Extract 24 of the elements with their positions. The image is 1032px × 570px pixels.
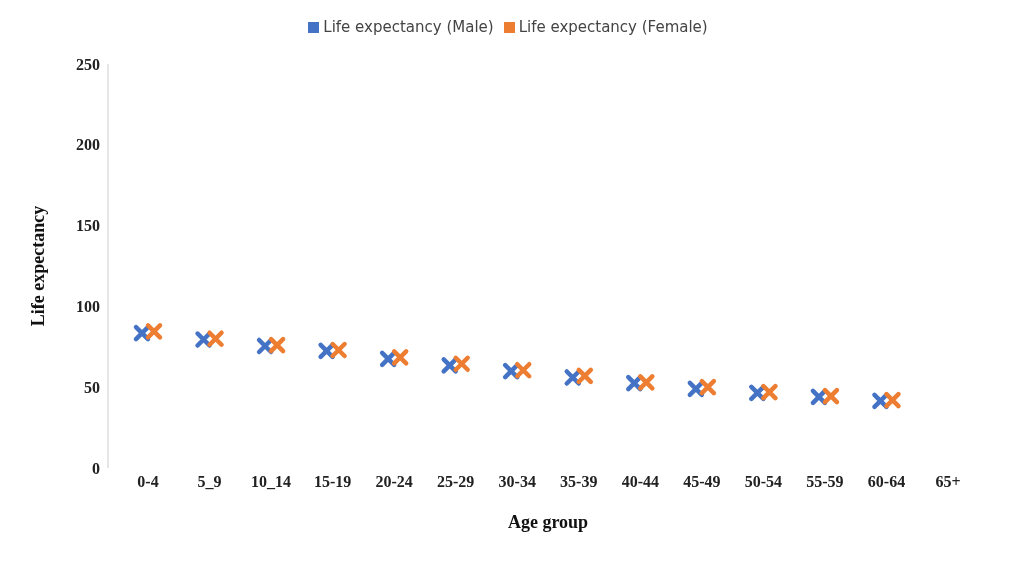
x-tick-label: 10_14 <box>251 473 292 491</box>
y-tick-label: 150 <box>76 217 100 235</box>
x-tick-label: 35-39 <box>560 473 598 491</box>
y-tick-label: 0 <box>92 459 100 477</box>
y-tick-label: 50 <box>84 378 100 396</box>
x-tick-label: 45-49 <box>683 473 721 491</box>
x-tick-label: 40-44 <box>621 473 659 491</box>
y-axis-title: Life expectancy <box>28 205 49 327</box>
x-tick-label: 60-64 <box>867 473 906 491</box>
y-tick-label: 250 <box>76 55 100 73</box>
x-tick-label: 65+ <box>935 473 961 491</box>
x-tick-label: 5_9 <box>197 473 222 491</box>
x-tick-label: 20-24 <box>375 473 413 491</box>
legend-label: Life expectancy (Male) <box>323 18 494 36</box>
legend-label: Life expectancy (Female) <box>518 18 708 36</box>
x-tick-label: 55-59 <box>806 473 844 491</box>
x-tick-label: 15-19 <box>313 473 352 491</box>
x-tick-label: 25-29 <box>437 473 475 491</box>
y-tick-label: 200 <box>76 136 100 154</box>
x-tick-label: 50-54 <box>744 473 783 491</box>
x-tick-label: 0-4 <box>137 473 159 491</box>
y-tick-label: 100 <box>76 298 100 316</box>
x-tick-label: 30-34 <box>498 473 536 491</box>
x-axis-title: Age group <box>507 512 589 532</box>
